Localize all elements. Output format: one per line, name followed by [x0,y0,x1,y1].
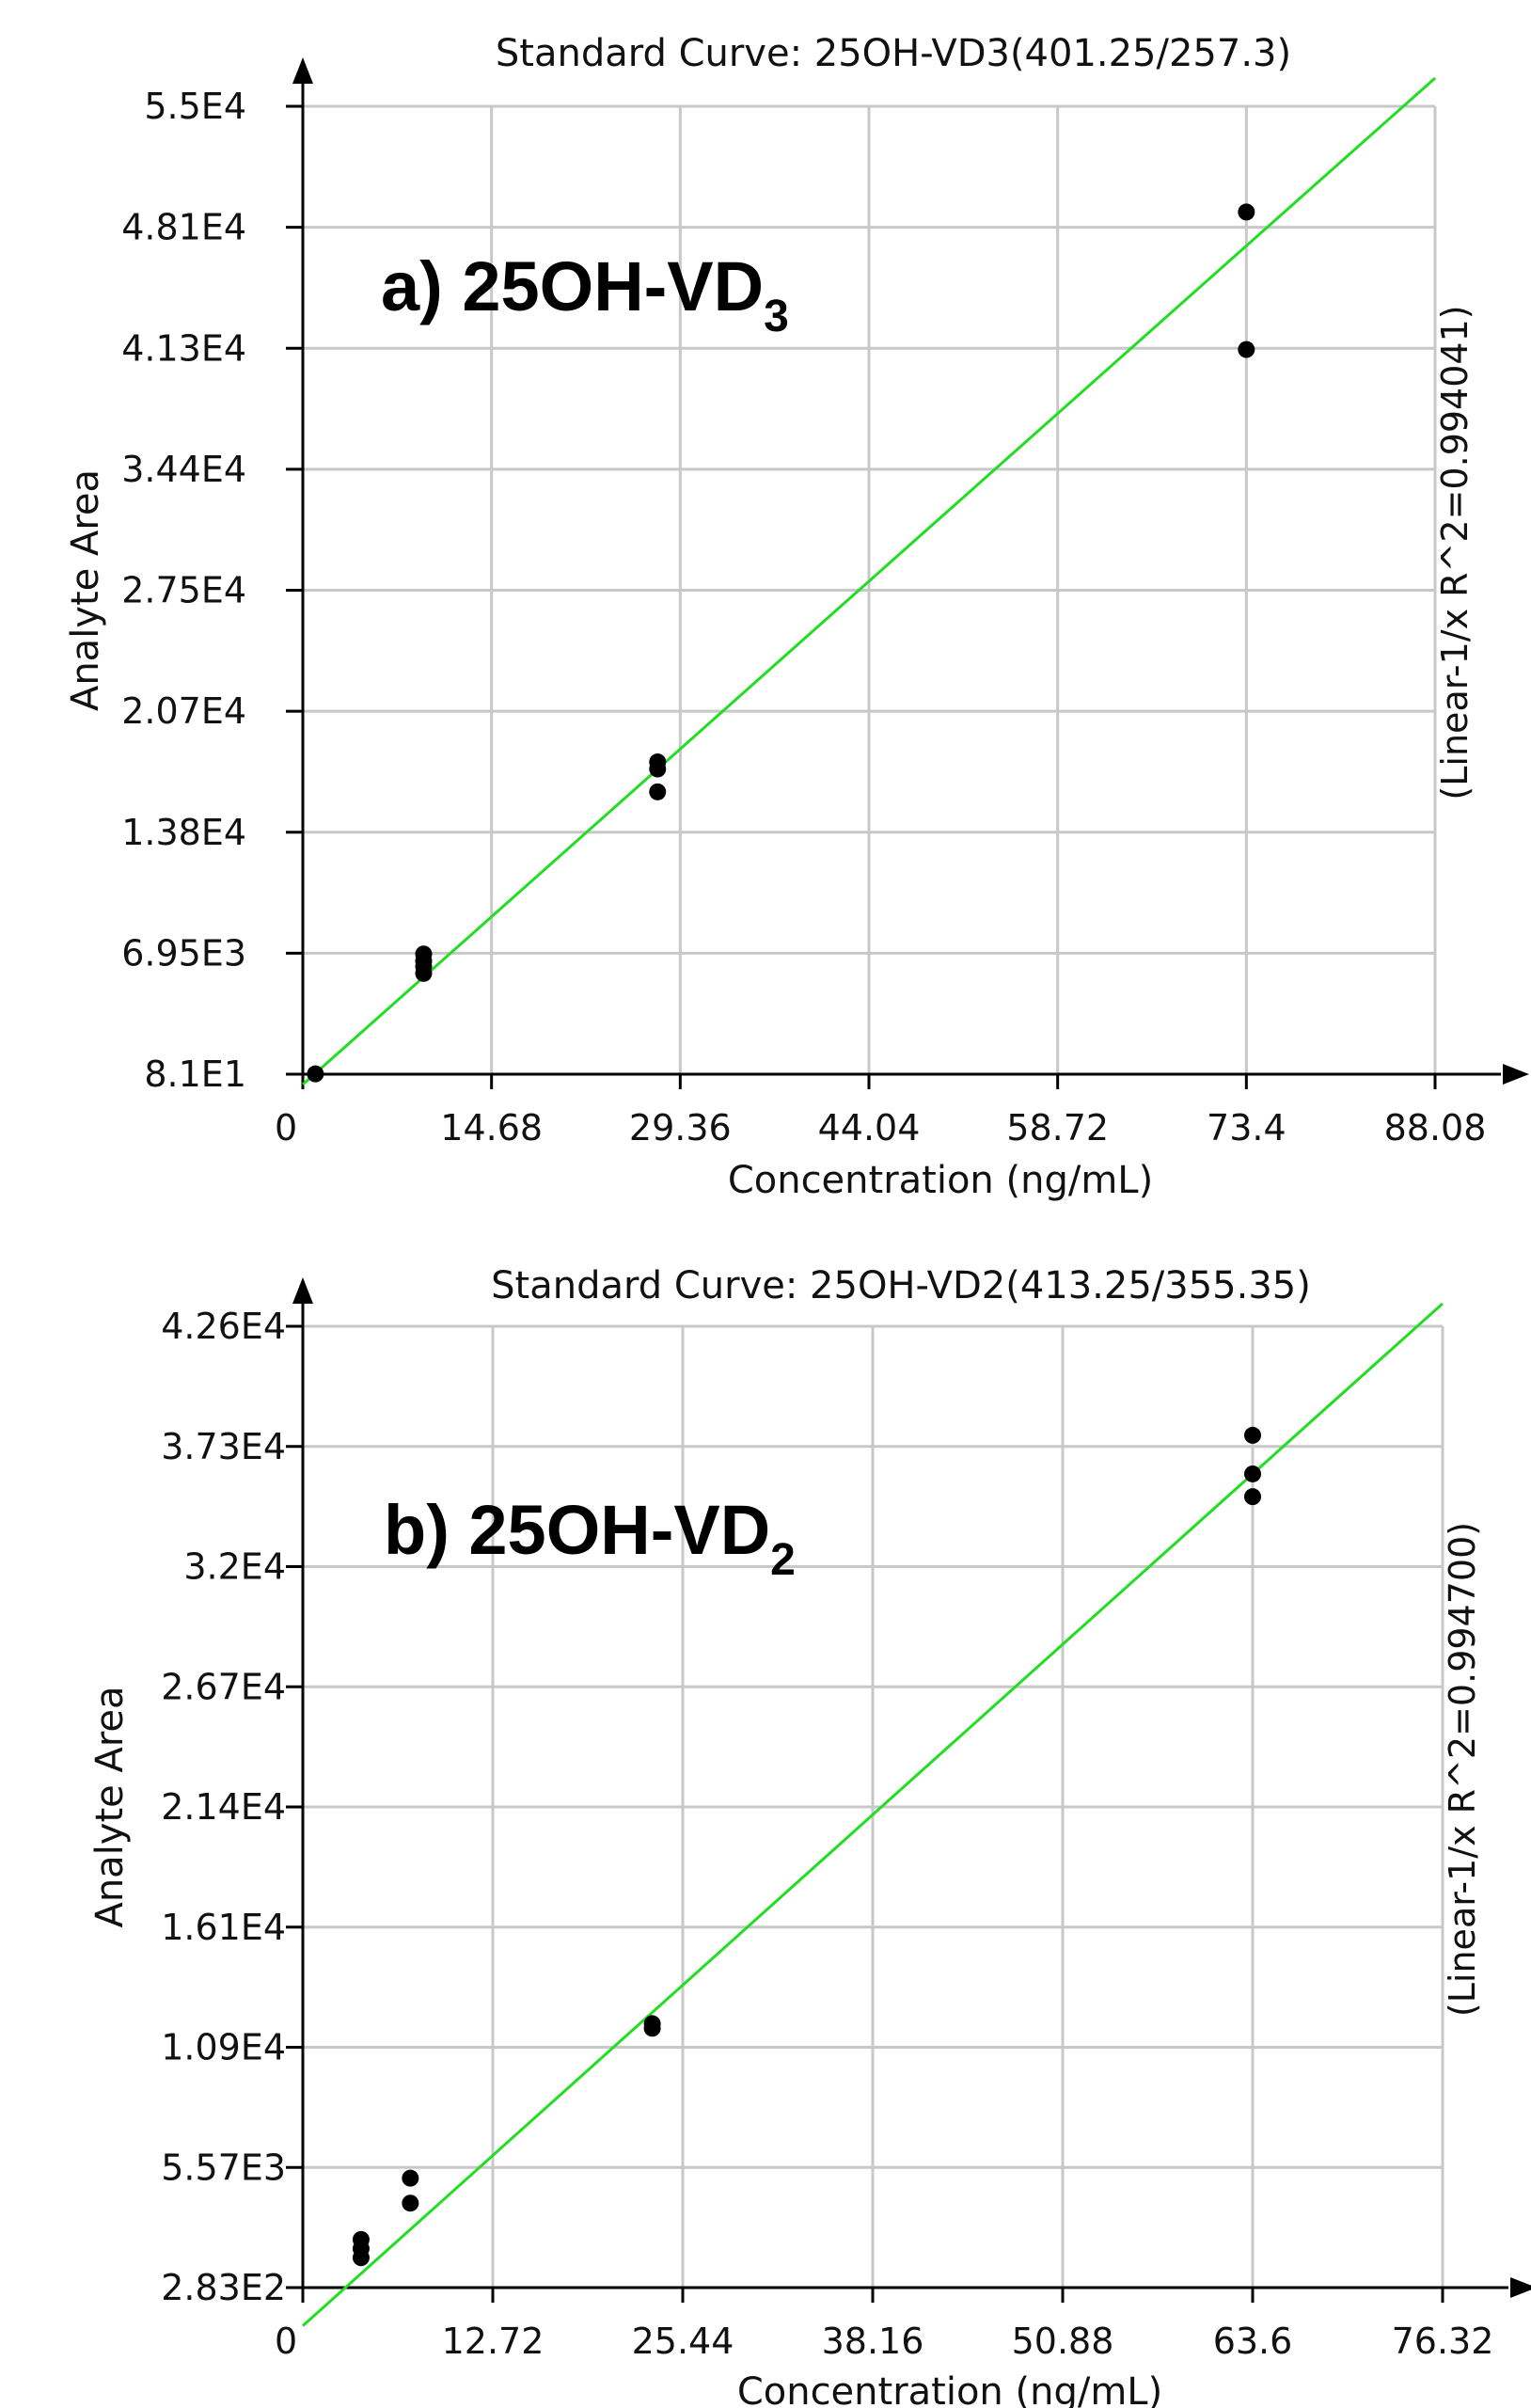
y-tick-label: 8.1E1 [144,1054,246,1095]
y-tick-label: 2.07E4 [121,690,246,732]
chart-title: Standard Curve: 25OH-VD3(401.25/257.3) [496,32,1291,75]
x-tick-label: 12.72 [442,2321,545,2362]
y-tick-label: 6.95E3 [121,932,246,974]
fit-equation-label: (Linear-1/x R^2=0.994700) [1442,1522,1483,2017]
data-point [649,783,667,800]
data-point [307,1065,324,1083]
x-tick-label: 25.44 [632,2321,734,2362]
fit-equation-label: (Linear-1/x R^2=0.994041) [1434,305,1476,800]
x-tick-label: 63.6 [1213,2321,1293,2362]
panel-label-text: a) 25OH-VD [381,247,764,325]
panel-label-text: b) 25OH-VD [384,1491,770,1569]
y-tick-label: 4.81E4 [121,207,246,248]
x-tick-label: 76.32 [1392,2321,1494,2362]
y-tick-label: 3.44E4 [121,449,246,490]
y-tick-label: 1.09E4 [161,2027,286,2068]
x-tick-label: 88.08 [1384,1107,1487,1149]
x-tick-label: 0 [275,1107,297,1149]
chart-vd3: 8.1E1 6.95E3 1.38E4 2.07E4 2.75E4 3.44E4 4.13E… [64,32,1529,1202]
panel-label-subscript: 2 [770,1535,796,1585]
data-point [415,945,433,963]
y-tick-label: 1.61E4 [161,1907,286,1948]
data-point [1238,203,1255,221]
x-axis-label: Concentration (ng/mL) [737,2370,1162,2408]
y-tick-label: 2.14E4 [161,1786,286,1828]
y-tick-label: 3.73E4 [161,1426,286,1467]
x-tick-label: 73.4 [1207,1107,1286,1149]
x-axis-arrow [1510,2277,1531,2298]
y-tick-label: 5.5E4 [144,86,246,127]
y-tick-label: 2.83E2 [161,2267,286,2308]
y-axis-label: Analyte Area [64,469,107,711]
y-tick-label: 1.38E4 [121,812,246,853]
y-axis-arrow [292,57,313,84]
y-tick-label: 3.2E4 [183,1546,286,1588]
x-tick-label: 44.04 [818,1107,921,1149]
panel-label-subscript: 3 [764,292,789,341]
panel-label: a) 25OH-VD3 [381,247,789,341]
x-tick-label: 14.68 [440,1107,543,1149]
y-tick-label: 4.13E4 [121,327,246,369]
y-axis-arrow [292,1277,313,1304]
x-tick-label: 38.16 [822,2321,924,2362]
x-tick-label: 50.88 [1012,2321,1114,2362]
y-tick-label: 2.75E4 [121,570,246,611]
y-axis-label: Analyte Area [88,1686,132,1927]
data-point [402,2169,419,2187]
data-point [1244,1488,1261,1506]
chart-vd2: 2.83E2 5.57E3 1.09E4 1.61E4 2.14E4 2.67E4 3.2E… [88,1264,1531,2408]
data-point [1244,1426,1261,1444]
y-tick-label: 4.26E4 [161,1306,286,1347]
x-tick-label: 58.72 [1006,1107,1109,1149]
data-point [1244,1465,1261,1482]
data-point [649,753,667,771]
y-tick-label: 5.57E3 [161,2147,286,2188]
data-point [402,2194,419,2212]
data-point [352,2230,370,2248]
x-tick-label: 0 [275,2321,297,2362]
fit-line [302,76,1436,1086]
x-axis-label: Concentration (ng/mL) [728,1159,1153,1202]
x-tick-label: 29.36 [629,1107,732,1149]
data-point [643,2015,661,2033]
x-axis-arrow [1503,1064,1529,1085]
data-point [1238,341,1255,358]
panel-label: b) 25OH-VD2 [384,1491,796,1585]
chart-title: Standard Curve: 25OH-VD2(413.25/355.35) [491,1264,1311,1307]
y-tick-label: 2.67E4 [161,1666,286,1707]
